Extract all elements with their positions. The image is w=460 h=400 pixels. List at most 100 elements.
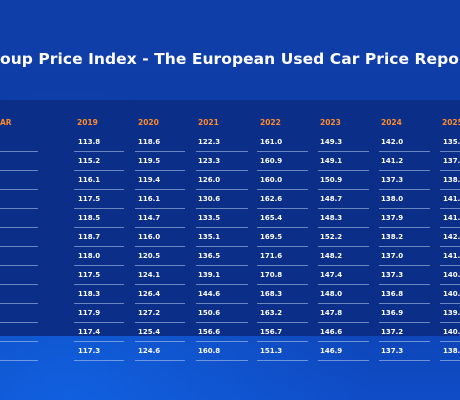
table-cell: 161.0: [260, 138, 283, 146]
table-cell: 160.0: [260, 176, 283, 184]
table-cell: 113.8: [78, 138, 101, 146]
table-cell: 136.9: [381, 309, 404, 317]
cell-divider: [379, 246, 430, 247]
table-cell: 139.0: [443, 309, 460, 317]
table-cell: 163.2: [260, 309, 283, 317]
cell-divider: [74, 208, 124, 209]
header-year-2024: 2024: [381, 118, 402, 127]
table-cell: 165.4: [260, 214, 283, 222]
table-cell: 137.0: [381, 252, 404, 260]
cell-divider: [74, 170, 124, 171]
cell-divider: [257, 246, 308, 247]
cell-divider: [318, 265, 369, 266]
cell-divider: [257, 303, 308, 304]
table-cell: 141.2: [381, 157, 404, 165]
cell-divider: [379, 322, 430, 323]
table-row: 118.0 120.5 136.5 171.6 148.2 137.0 141.9: [0, 248, 460, 267]
table-cell: 137.3: [381, 176, 404, 184]
cell-divider: [74, 341, 124, 342]
row-divider: [0, 360, 38, 361]
cell-divider: [440, 227, 460, 228]
table-row: 117.4 125.4 156.6 156.7 146.6 137.2 140.0: [0, 324, 460, 343]
table-cell: 152.2: [320, 233, 343, 241]
cell-divider: [74, 189, 124, 190]
cell-divider: [196, 227, 248, 228]
table-cell: 147.4: [320, 271, 343, 279]
cell-divider: [135, 246, 185, 247]
cell-divider: [318, 360, 369, 361]
table-cell: 142.1: [443, 233, 460, 241]
cell-divider: [257, 189, 308, 190]
table-cell: 160.8: [198, 347, 221, 355]
cell-divider: [318, 322, 369, 323]
cell-divider: [379, 151, 430, 152]
table-cell: 117.3: [78, 347, 101, 355]
cell-divider: [74, 227, 124, 228]
table-cell: 150.6: [198, 309, 221, 317]
table-cell: 150.9: [320, 176, 343, 184]
cell-divider: [379, 208, 430, 209]
cell-divider: [257, 341, 308, 342]
cell-divider: [196, 246, 248, 247]
header-year-2025: 2025: [442, 118, 460, 127]
table-row: 117.9 127.2 150.6 163.2 147.8 136.9 139.0: [0, 305, 460, 324]
table-header-row: AR 2019 2020 2021 2022 2023 2024 2025: [0, 118, 460, 132]
cell-divider: [318, 341, 369, 342]
table-cell: 133.5: [198, 214, 221, 222]
row-divider: [0, 284, 38, 285]
cell-divider: [257, 170, 308, 171]
table-cell: 151.3: [260, 347, 283, 355]
table-cell: 169.5: [260, 233, 283, 241]
table-row: 117.5 124.1 139.1 170.8 147.4 137.3 140.9: [0, 267, 460, 286]
table-row: 118.5 114.7 133.5 165.4 148.3 137.9 141.5: [0, 210, 460, 229]
table-cell: 117.5: [78, 271, 101, 279]
row-divider: [0, 322, 38, 323]
cell-divider: [135, 151, 185, 152]
row-divider: [0, 227, 38, 228]
row-divider: [0, 170, 38, 171]
table-cell: 156.6: [198, 328, 221, 336]
table-cell: 115.2: [78, 157, 101, 165]
cell-divider: [379, 189, 430, 190]
header-year-2021: 2021: [198, 118, 219, 127]
cell-divider: [74, 151, 124, 152]
cell-divider: [440, 284, 460, 285]
cell-divider: [379, 227, 430, 228]
cell-divider: [135, 341, 185, 342]
table-cell: 116.1: [138, 195, 161, 203]
table-cell: 136.5: [198, 252, 221, 260]
table-cell: 130.6: [198, 195, 221, 203]
cell-divider: [196, 322, 248, 323]
table-cell: 138.0: [381, 195, 404, 203]
table-cell: 148.2: [320, 252, 343, 260]
table-cell: 137.3: [381, 347, 404, 355]
table-cell: 139.1: [198, 271, 221, 279]
cell-divider: [440, 322, 460, 323]
cell-divider: [196, 170, 248, 171]
table-cell: 156.7: [260, 328, 283, 336]
cell-divider: [196, 189, 248, 190]
cell-divider: [196, 341, 248, 342]
header-year-2023: 2023: [320, 118, 341, 127]
table-cell: 138.0: [443, 176, 460, 184]
table-cell: 118.6: [138, 138, 161, 146]
table-row: 118.3 126.4 144.6 168.3 148.0 136.8 140.5: [0, 286, 460, 305]
table-row: 115.2 119.5 123.3 160.9 149.1 141.2 137.0: [0, 153, 460, 172]
cell-divider: [440, 246, 460, 247]
table-cell: 137.3: [381, 271, 404, 279]
cell-divider: [257, 284, 308, 285]
table-cell: 137.2: [381, 328, 404, 336]
table-cell: 146.9: [320, 347, 343, 355]
table-cell: 136.8: [381, 290, 404, 298]
cell-divider: [74, 246, 124, 247]
cell-divider: [196, 360, 248, 361]
table-cell: 137.0: [443, 157, 460, 165]
cell-divider: [257, 208, 308, 209]
table-cell: 141.0: [443, 195, 460, 203]
row-divider: [0, 341, 38, 342]
table-cell: 140.9: [443, 271, 460, 279]
table-row: 116.1 119.4 126.0 160.0 150.9 137.3 138.0: [0, 172, 460, 191]
table-cell: 137.9: [381, 214, 404, 222]
cell-divider: [440, 360, 460, 361]
cell-divider: [440, 341, 460, 342]
